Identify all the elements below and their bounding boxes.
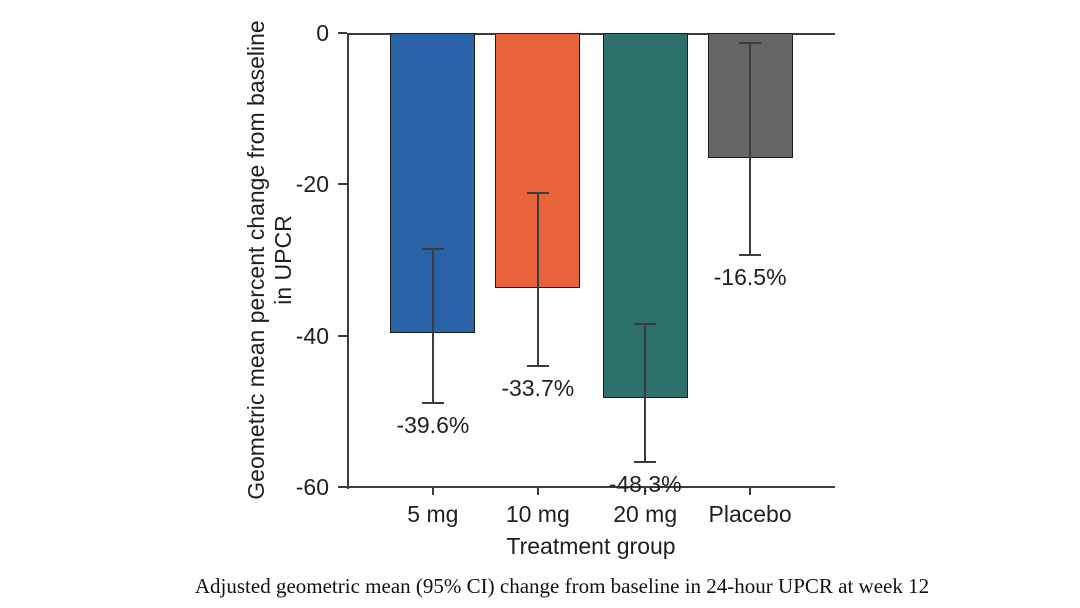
x-tick-5-mg	[431, 487, 434, 495]
x-tick-label-20-mg: 20 mg	[613, 501, 678, 527]
x-axis-title: Treatment group	[506, 533, 676, 559]
error-bar-5-mg	[431, 249, 434, 403]
error-bar-lower-cap	[739, 254, 762, 257]
error-bar-upper-cap	[421, 248, 444, 251]
x-tick-20-mg	[644, 487, 647, 495]
error-bar-20-mg	[644, 324, 647, 463]
y-tick-0	[338, 32, 347, 34]
y-tick-label-1: -20	[295, 171, 329, 198]
y-tick-3	[338, 486, 347, 488]
error-bar-upper-cap	[526, 191, 549, 194]
zero-baseline	[347, 33, 835, 35]
x-tick-10-mg	[536, 487, 539, 495]
error-bar-placebo	[749, 42, 752, 256]
plot-area: -39.6% 5 mg -33.7% 10 mg -48.3% 20 mg -16.5% Pl…	[296, 21, 835, 527]
x-axis-line	[347, 486, 835, 488]
x-tick-placebo	[749, 487, 752, 495]
error-bar-10-mg	[536, 192, 539, 366]
error-bar-upper-cap	[634, 323, 657, 326]
y-tick-2	[338, 334, 347, 337]
y-axis-line	[347, 33, 349, 489]
y-tick-1	[338, 183, 347, 186]
y-tick-label-0: 0	[316, 20, 329, 46]
value-label-20-mg: -48.3%	[608, 471, 682, 498]
figure-caption: Adjusted geometric mean (95% CI) change …	[194, 574, 930, 598]
error-bar-lower-cap	[421, 402, 444, 404]
x-tick-label-placebo: Placebo	[708, 501, 792, 527]
value-label-10-mg: -33.7%	[501, 374, 575, 401]
y-tick-label-3: -60	[295, 474, 329, 500]
y-axis-title: Geometric mean percent change from basel…	[243, 20, 296, 500]
value-label-5-mg: -39.6%	[396, 412, 470, 438]
error-bar-lower-cap	[634, 461, 657, 464]
x-tick-label-5-mg: 5 mg	[407, 501, 459, 527]
error-bar-lower-cap	[526, 364, 549, 367]
x-tick-label-10-mg: 10 mg	[505, 501, 570, 527]
error-bar-upper-cap	[739, 41, 762, 44]
y-tick-label-2: -40	[295, 322, 329, 349]
value-label-placebo: -16.5%	[713, 264, 787, 291]
